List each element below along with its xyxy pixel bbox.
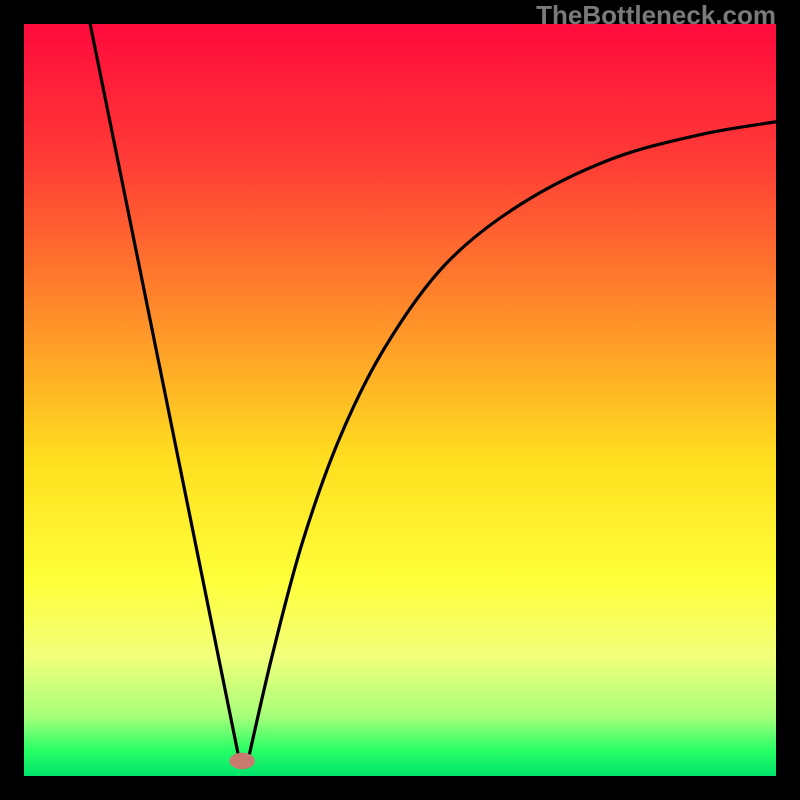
left-branch-line: [90, 24, 238, 755]
watermark-text: TheBottleneck.com: [536, 0, 776, 31]
chart-svg: [24, 24, 776, 776]
plot-area: [24, 24, 776, 776]
right-branch-curve: [250, 122, 776, 754]
vertex-marker: [229, 753, 255, 770]
